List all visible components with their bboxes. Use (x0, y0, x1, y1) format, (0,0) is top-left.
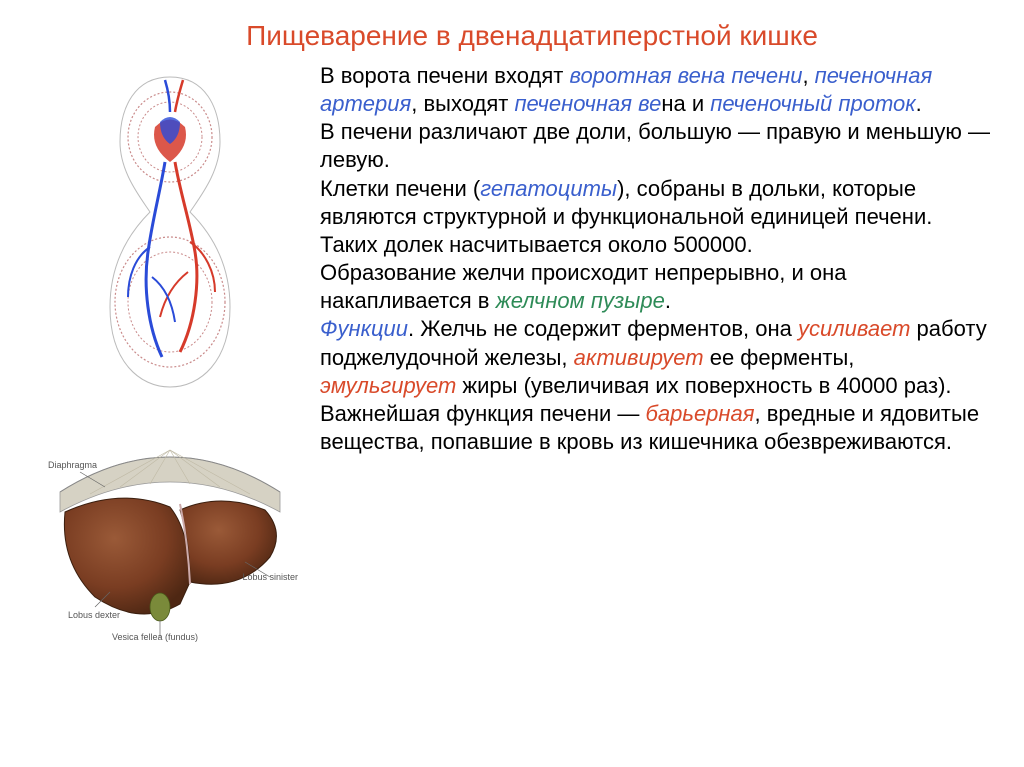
paragraph-4: Образование желчи происходит непрерывно,… (320, 259, 994, 315)
label-diaphragma: Diaphragma (48, 460, 97, 470)
hl-hepatocytes: гепатоциты (480, 176, 617, 201)
liver-figure: Diaphragma Lobus sinister Lobus dexter V… (40, 432, 300, 642)
hl-gallbladder: желчном пузыре (496, 288, 665, 313)
hl-functions: Функции (320, 316, 408, 341)
hl-hepatic-duct: печеночный проток (710, 91, 915, 116)
t: , выходят (411, 91, 514, 116)
hl-portal-vein: воротная вена печени (569, 63, 802, 88)
paragraph-1: В ворота печени входят воротная вена печ… (320, 62, 994, 118)
t: В ворота печени входят (320, 63, 569, 88)
paragraph-3: Клетки печени (гепатоциты), собраны в до… (320, 175, 994, 259)
hl-emulsifies: эмульгирует (320, 373, 456, 398)
paragraph-6: Важнейшая функция печени — барьерная, вр… (320, 400, 994, 456)
t: . Желчь не содержит ферментов, она (408, 316, 798, 341)
hl-enhances: усиливает (798, 316, 910, 341)
t: Важнейшая функция печени — (320, 401, 646, 426)
content-row: Diaphragma Lobus sinister Lobus dexter V… (0, 62, 1024, 767)
label-lobus-dexter: Lobus dexter (68, 610, 120, 620)
hl-hepatic-vein: печеночная ве (514, 91, 661, 116)
t: Клетки печени ( (320, 176, 480, 201)
t: жиры (увеличивая их поверхность в 40000 … (456, 373, 951, 398)
vascular-svg (80, 72, 260, 392)
figures-column: Diaphragma Lobus sinister Lobus dexter V… (30, 62, 310, 747)
slide-title: Пищеварение в двенадцатиперстной кишке (0, 20, 1024, 52)
t: , (802, 63, 814, 88)
t: ее ферменты, (704, 345, 855, 370)
label-vesica-fellea: Vesica fellea (fundus) (112, 632, 198, 642)
t: . (916, 91, 922, 116)
hl-barrier: барьерная (646, 401, 755, 426)
paragraph-2: В печени различают две доли, большую — п… (320, 118, 994, 174)
label-lobus-sinister: Lobus sinister (242, 572, 298, 582)
t: на и (661, 91, 710, 116)
t: . (665, 288, 671, 313)
slide: Пищеварение в двенадцатиперстной кишке (0, 0, 1024, 767)
paragraph-5: Функции. Желчь не содержит ферментов, он… (320, 315, 994, 399)
hl-activates: активирует (574, 345, 704, 370)
vascular-figure (80, 72, 260, 392)
body-text: В ворота печени входят воротная вена печ… (310, 62, 994, 747)
